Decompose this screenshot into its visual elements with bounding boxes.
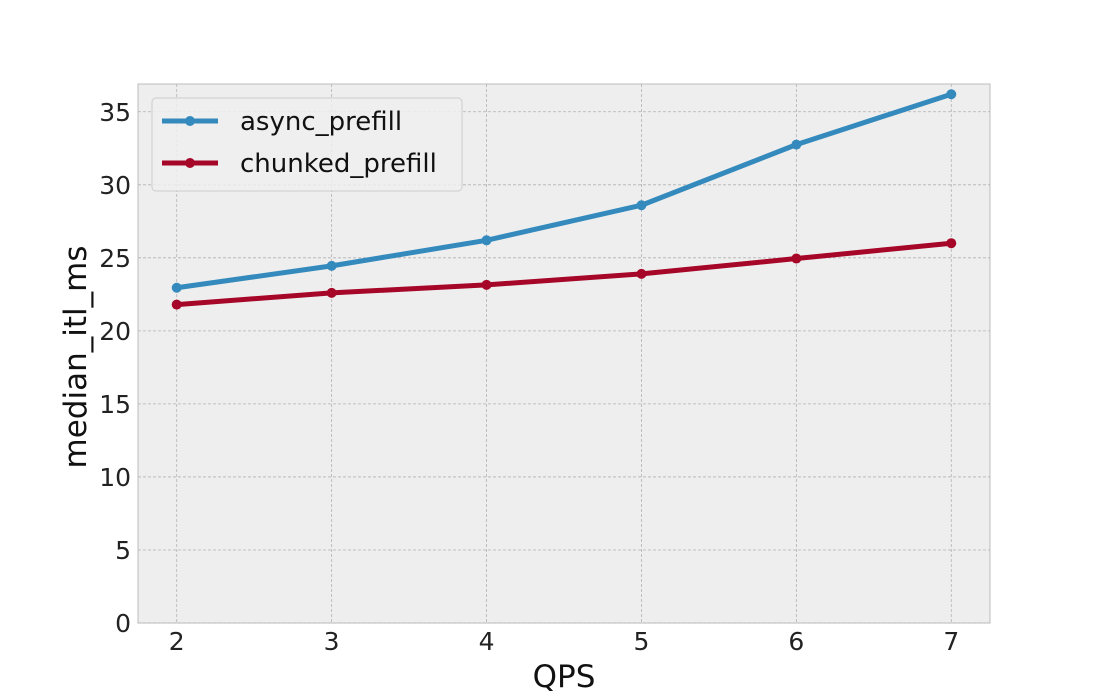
data-point-chunked-prefill bbox=[481, 279, 492, 290]
data-point-async-prefill bbox=[946, 89, 957, 100]
series-lines bbox=[171, 89, 957, 310]
legend-marker-async-prefill bbox=[185, 116, 195, 126]
y-tick-label: 35 bbox=[99, 98, 131, 127]
legend-label-chunked-prefill: chunked_prefill bbox=[240, 149, 437, 179]
y-tick-label: 15 bbox=[99, 390, 131, 419]
x-axis-title: QPS bbox=[533, 659, 596, 695]
data-point-chunked-prefill bbox=[636, 268, 647, 279]
legend-box bbox=[151, 97, 463, 192]
x-tick-label: 5 bbox=[634, 627, 650, 656]
x-tick-label: 6 bbox=[788, 627, 804, 656]
series-line-chunked-prefill bbox=[174, 240, 954, 308]
legend-label-async-prefill: async_prefill bbox=[240, 107, 402, 137]
data-point-async-prefill bbox=[636, 200, 647, 211]
legend-marker-chunked-prefill bbox=[185, 158, 195, 168]
legend: async_prefill chunked_prefill bbox=[151, 97, 463, 192]
x-tick-label: 7 bbox=[943, 627, 959, 656]
data-point-async-prefill bbox=[481, 235, 492, 246]
tick-labels: 2 3 4 5 6 7 0 5 10 15 20 25 30 35 bbox=[99, 98, 959, 656]
data-point-chunked-prefill bbox=[171, 299, 182, 310]
y-tick-label: 25 bbox=[99, 244, 131, 273]
y-tick-label: 30 bbox=[99, 171, 131, 200]
series-line-async-prefill bbox=[174, 91, 954, 291]
y-tick-label: 20 bbox=[99, 317, 131, 346]
data-point-async-prefill bbox=[791, 139, 802, 150]
y-tick-label: 10 bbox=[99, 463, 131, 492]
x-tick-label: 2 bbox=[169, 627, 185, 656]
data-point-chunked-prefill bbox=[946, 238, 957, 249]
y-axis-title: median_itl_ms bbox=[58, 246, 94, 469]
data-point-async-prefill bbox=[326, 260, 337, 271]
data-point-chunked-prefill bbox=[791, 253, 802, 264]
y-tick-label: 0 bbox=[115, 609, 131, 638]
x-tick-label: 4 bbox=[479, 627, 495, 656]
x-tick-label: 3 bbox=[324, 627, 340, 656]
data-point-chunked-prefill bbox=[326, 287, 337, 298]
grid-lines bbox=[138, 84, 990, 624]
y-tick-label: 5 bbox=[115, 536, 131, 565]
data-point-async-prefill bbox=[171, 282, 182, 293]
